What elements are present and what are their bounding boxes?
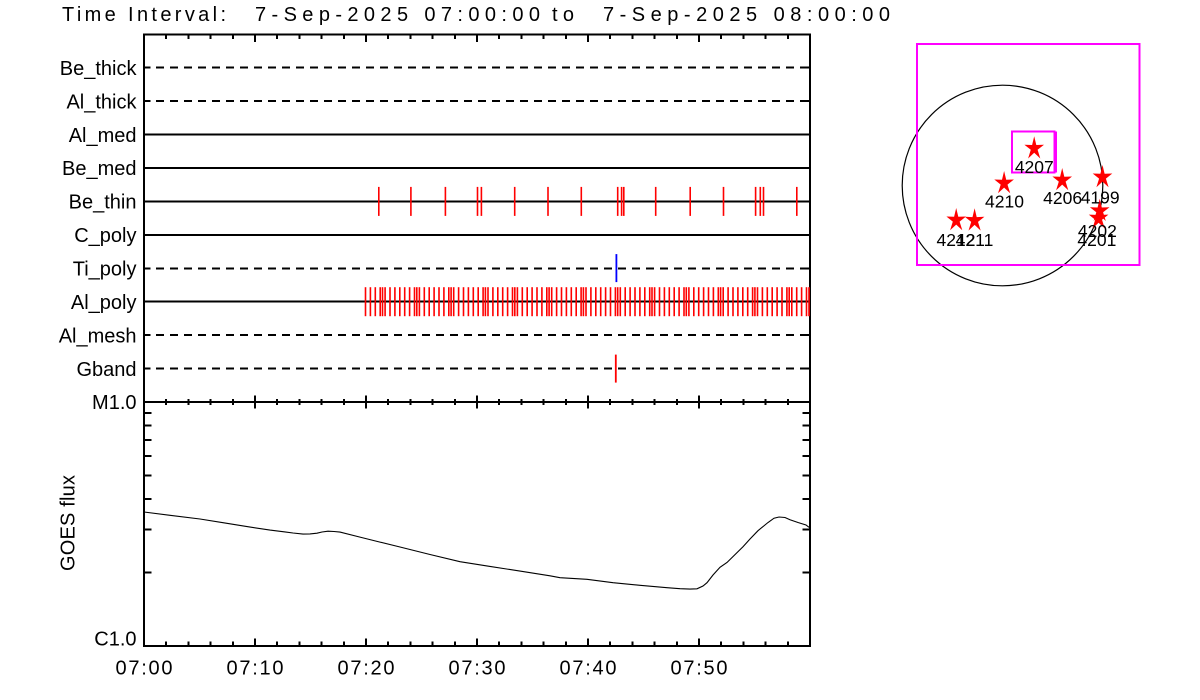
svg-text:4199: 4199 (1081, 188, 1120, 208)
svg-text:4210: 4210 (985, 192, 1024, 212)
svg-text:to: to (552, 4, 574, 26)
svg-text:07:20: 07:20 (338, 658, 395, 680)
svg-text:Be_med: Be_med (62, 158, 137, 180)
svg-text:4202: 4202 (1078, 221, 1117, 241)
svg-text:4212: 4212 (937, 230, 976, 250)
svg-text:7-Sep-2025 07:00:00: 7-Sep-2025 07:00:00 (255, 4, 540, 26)
svg-text:07:00: 07:00 (116, 658, 173, 680)
svg-text:Ti_poly: Ti_poly (73, 259, 137, 281)
svg-text:07:40: 07:40 (560, 658, 617, 680)
svg-text:Al_thick: Al_thick (66, 91, 137, 113)
svg-text:Be_thin: Be_thin (69, 192, 137, 214)
svg-text:Al_poly: Al_poly (71, 292, 137, 314)
svg-text:4201: 4201 (1077, 230, 1116, 250)
svg-text:07:10: 07:10 (227, 658, 284, 680)
svg-text:Al_mesh: Al_mesh (59, 325, 137, 347)
svg-text:4206: 4206 (1043, 188, 1082, 208)
svg-text:GOES flux: GOES flux (58, 475, 80, 571)
svg-text:Be_thick: Be_thick (60, 58, 138, 80)
svg-text:C_poly: C_poly (74, 225, 136, 247)
svg-text:Al_med: Al_med (69, 125, 137, 147)
svg-text:M1.0: M1.0 (92, 392, 136, 414)
svg-text:C1.0: C1.0 (94, 629, 136, 651)
svg-text:Time Interval:: Time Interval: (62, 4, 226, 26)
svg-text:4207: 4207 (1015, 157, 1054, 177)
svg-text:7-Sep-2025 08:00:00: 7-Sep-2025 08:00:00 (603, 4, 890, 26)
svg-text:07:30: 07:30 (449, 658, 506, 680)
svg-text:4211: 4211 (956, 230, 994, 250)
svg-text:07:50: 07:50 (671, 658, 728, 680)
svg-text:Gband: Gband (76, 359, 136, 381)
